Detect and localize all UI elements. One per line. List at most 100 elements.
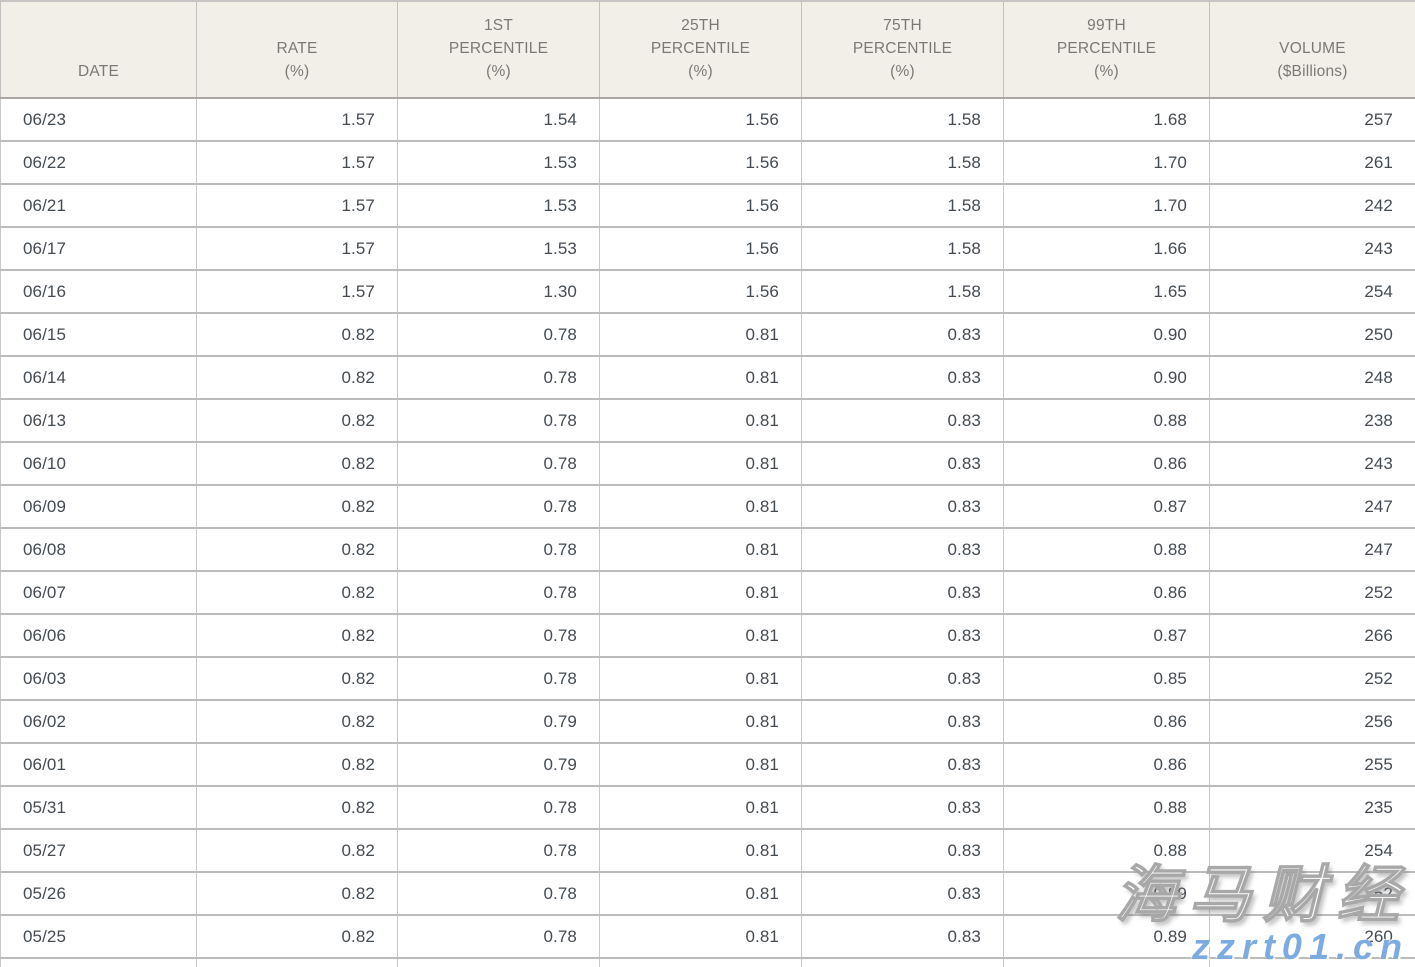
cell-p99: 0.89 bbox=[1003, 872, 1210, 916]
cell-p25: 0.81 bbox=[599, 313, 802, 357]
cell-date: 06/23 bbox=[0, 98, 197, 142]
cell-p1: 1.53 bbox=[397, 227, 600, 271]
cell-p25: 0.81 bbox=[599, 829, 802, 873]
cell-date: 06/03 bbox=[0, 657, 197, 701]
cell-rate: 0.82 bbox=[196, 829, 398, 873]
cell-p25: 1.56 bbox=[599, 227, 802, 271]
cell-p75: 0.83 bbox=[801, 915, 1004, 959]
table-row: 06/08 0.82 0.78 0.81 0.83 0.88 247 bbox=[0, 528, 1415, 572]
cell-rate: 0.82 bbox=[196, 571, 398, 615]
cell-date: 06/10 bbox=[0, 442, 197, 486]
cell-volume: 257 bbox=[1209, 98, 1415, 142]
cell-date: 06/09 bbox=[0, 485, 197, 529]
table-row: 05/31 0.82 0.78 0.81 0.83 0.88 235 bbox=[0, 786, 1415, 830]
cell-date: 05/25 bbox=[0, 915, 197, 959]
cell-p1: 0.78 bbox=[397, 915, 600, 959]
column-header-99th-percentile: 99TH PERCENTILE (%) bbox=[1003, 1, 1210, 99]
cell-p25: 0.81 bbox=[599, 485, 802, 529]
cell-date: 05/27 bbox=[0, 829, 197, 873]
cell-p1: 1.54 bbox=[397, 98, 600, 142]
cell-p25: 1.56 bbox=[599, 270, 802, 314]
column-header-1st-percentile: 1ST PERCENTILE (%) bbox=[397, 1, 600, 99]
cell-rate: 1.57 bbox=[196, 270, 398, 314]
cell-rate: 0.82 bbox=[196, 657, 398, 701]
cell-rate: 0.82 bbox=[196, 399, 398, 443]
cell-volume: 243 bbox=[1209, 442, 1415, 486]
cell-p1: 0.78 bbox=[397, 356, 600, 400]
table-row: 06/10 0.82 0.78 0.81 0.83 0.86 243 bbox=[0, 442, 1415, 486]
column-header-volume: VOLUME ($Billions) bbox=[1209, 1, 1415, 99]
cell-p75: 0.83 bbox=[801, 356, 1004, 400]
header-row: DATE RATE (%) 1ST PERCENTILE (%) 25TH PE… bbox=[0, 1, 1415, 99]
cell-rate: 1.57 bbox=[196, 184, 398, 228]
cell-p25: 0.81 bbox=[599, 743, 802, 787]
cell-p25: 0.81 bbox=[599, 786, 802, 830]
table-row: 05/26 0.82 0.78 0.81 0.83 0.89 252 bbox=[0, 872, 1415, 916]
cell-p75: 0.83 bbox=[801, 657, 1004, 701]
table-row: 06/07 0.82 0.78 0.81 0.83 0.86 252 bbox=[0, 571, 1415, 615]
cell-p75: 0.83 bbox=[801, 571, 1004, 615]
cell-p25 bbox=[599, 958, 802, 967]
cell-date bbox=[0, 958, 197, 967]
cell-p25: 1.56 bbox=[599, 98, 802, 142]
table-row: 06/21 1.57 1.53 1.56 1.58 1.70 242 bbox=[0, 184, 1415, 228]
cell-p99: 0.86 bbox=[1003, 700, 1210, 744]
cell-p25: 0.81 bbox=[599, 614, 802, 658]
cell-p99: 0.90 bbox=[1003, 356, 1210, 400]
cell-date: 06/22 bbox=[0, 141, 197, 185]
cell-volume: 252 bbox=[1209, 657, 1415, 701]
cell-rate bbox=[196, 958, 398, 967]
cell-p25: 1.56 bbox=[599, 184, 802, 228]
cell-rate: 0.82 bbox=[196, 915, 398, 959]
cell-volume: 238 bbox=[1209, 399, 1415, 443]
cell-volume: 256 bbox=[1209, 700, 1415, 744]
cell-p1: 0.79 bbox=[397, 700, 600, 744]
cell-date: 06/01 bbox=[0, 743, 197, 787]
cell-p75: 1.58 bbox=[801, 141, 1004, 185]
cell-volume: 260 bbox=[1209, 915, 1415, 959]
cell-p1: 1.30 bbox=[397, 270, 600, 314]
cell-volume: 266 bbox=[1209, 614, 1415, 658]
cell-date: 06/06 bbox=[0, 614, 197, 658]
cell-date: 06/21 bbox=[0, 184, 197, 228]
column-header-25th-percentile: 25TH PERCENTILE (%) bbox=[599, 1, 802, 99]
cell-p25: 0.81 bbox=[599, 356, 802, 400]
cell-volume: 252 bbox=[1209, 872, 1415, 916]
cell-date: 06/13 bbox=[0, 399, 197, 443]
table-row-partial bbox=[0, 958, 1415, 967]
cell-p1: 0.78 bbox=[397, 872, 600, 916]
cell-p99: 0.88 bbox=[1003, 528, 1210, 572]
column-header-75th-percentile: 75TH PERCENTILE (%) bbox=[801, 1, 1004, 99]
cell-p1: 0.78 bbox=[397, 485, 600, 529]
cell-p75: 0.83 bbox=[801, 313, 1004, 357]
table-row: 06/06 0.82 0.78 0.81 0.83 0.87 266 bbox=[0, 614, 1415, 658]
cell-p1 bbox=[397, 958, 600, 967]
cell-volume: 252 bbox=[1209, 571, 1415, 615]
cell-p1: 0.79 bbox=[397, 743, 600, 787]
cell-p99: 1.68 bbox=[1003, 98, 1210, 142]
cell-p75: 0.83 bbox=[801, 872, 1004, 916]
cell-volume: 254 bbox=[1209, 829, 1415, 873]
cell-p75: 0.83 bbox=[801, 786, 1004, 830]
cell-volume: 261 bbox=[1209, 141, 1415, 185]
cell-p25: 0.81 bbox=[599, 528, 802, 572]
cell-p75: 0.83 bbox=[801, 614, 1004, 658]
cell-p75: 0.83 bbox=[801, 743, 1004, 787]
cell-p25: 0.81 bbox=[599, 571, 802, 615]
cell-p75: 0.83 bbox=[801, 528, 1004, 572]
cell-volume: 254 bbox=[1209, 270, 1415, 314]
cell-p75: 0.83 bbox=[801, 829, 1004, 873]
cell-p1: 0.78 bbox=[397, 829, 600, 873]
cell-rate: 0.82 bbox=[196, 528, 398, 572]
cell-rate: 0.82 bbox=[196, 743, 398, 787]
cell-rate: 0.82 bbox=[196, 485, 398, 529]
cell-date: 06/07 bbox=[0, 571, 197, 615]
cell-rate: 0.82 bbox=[196, 356, 398, 400]
cell-p75: 0.83 bbox=[801, 700, 1004, 744]
cell-p99: 1.66 bbox=[1003, 227, 1210, 271]
table-row: 05/25 0.82 0.78 0.81 0.83 0.89 260 bbox=[0, 915, 1415, 959]
cell-p25: 0.81 bbox=[599, 872, 802, 916]
cell-p75: 1.58 bbox=[801, 184, 1004, 228]
